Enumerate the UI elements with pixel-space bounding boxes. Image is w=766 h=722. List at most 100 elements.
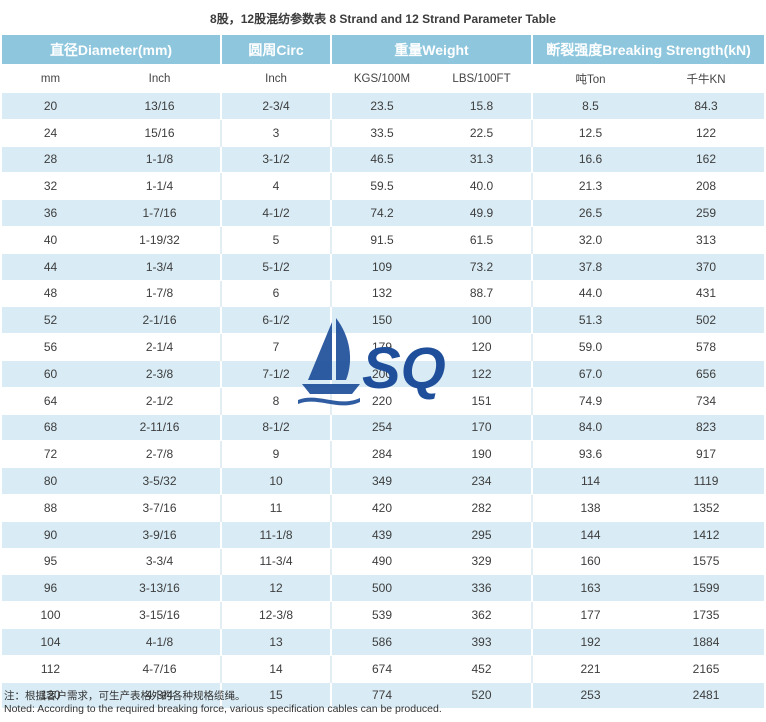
cell-weight-kgs: 33.5 xyxy=(331,118,433,147)
cell-weight-lbs: 61.5 xyxy=(432,225,534,254)
table-row: 24 15/16 3 33.5 22.5 12.5 122 xyxy=(2,118,765,147)
cell-circ-inch: 8-1/2 xyxy=(221,413,333,441)
cell-weight-lbs: 234 xyxy=(432,467,534,495)
cell-diameter-mm: 95 xyxy=(2,547,99,575)
table-row: 28 1-1/8 3-1/2 46.5 31.3 16.6 162 xyxy=(2,145,765,173)
cell-weight-kgs: 91.5 xyxy=(331,225,433,254)
cell-weight-kgs: 150 xyxy=(331,306,433,334)
cell-breaking-ton: 44.0 xyxy=(532,279,649,307)
table-row: 90 3-9/16 11-1/8 439 295 144 1412 xyxy=(2,520,765,549)
cell-circ-inch: 14 xyxy=(221,654,333,683)
cell-breaking-ton: 32.0 xyxy=(532,225,649,254)
cell-weight-lbs: 73.2 xyxy=(432,252,534,281)
cell-breaking-ton: 163 xyxy=(532,574,649,602)
cell-diameter-mm: 36 xyxy=(2,199,99,227)
cell-circ-inch: 5-1/2 xyxy=(221,252,333,281)
cell-breaking-kn: 2481 xyxy=(648,681,765,709)
cell-diameter-inch: 1-19/32 xyxy=(99,225,223,254)
cell-breaking-kn: 1599 xyxy=(648,574,765,602)
cell-weight-lbs: 22.5 xyxy=(432,118,534,147)
cell-circ-inch: 6-1/2 xyxy=(221,306,333,334)
cell-weight-kgs: 23.5 xyxy=(331,92,433,120)
cell-diameter-mm: 90 xyxy=(2,520,99,549)
cell-breaking-ton: 37.8 xyxy=(532,252,649,281)
cell-diameter-inch: 2-1/16 xyxy=(99,306,223,334)
cell-diameter-mm: 88 xyxy=(2,493,99,522)
cell-weight-kgs: 46.5 xyxy=(331,145,433,173)
cell-breaking-kn: 1575 xyxy=(648,547,765,575)
cell-weight-lbs: 520 xyxy=(432,681,534,709)
table-row: 112 4-7/16 14 674 452 221 2165 xyxy=(2,654,765,683)
cell-circ-inch: 6 xyxy=(221,279,333,307)
cell-weight-kgs: 439 xyxy=(331,520,433,549)
cell-diameter-mm: 48 xyxy=(2,279,99,307)
cell-weight-lbs: 100 xyxy=(432,306,534,334)
table-row: 104 4-1/8 13 586 393 192 1884 xyxy=(2,627,765,656)
cell-diameter-inch: 2-11/16 xyxy=(99,413,223,441)
cell-circ-inch: 7 xyxy=(221,333,333,361)
cell-breaking-ton: 253 xyxy=(532,681,649,709)
cell-weight-kgs: 59.5 xyxy=(331,172,433,200)
cell-diameter-inch: 2-7/8 xyxy=(99,440,223,468)
cell-weight-lbs: 282 xyxy=(432,493,534,522)
cell-breaking-kn: 1352 xyxy=(648,493,765,522)
cell-breaking-ton: 177 xyxy=(532,601,649,629)
cell-circ-inch: 12 xyxy=(221,574,333,602)
unit-circ-inch: Inch xyxy=(221,64,333,93)
cell-weight-lbs: 49.9 xyxy=(432,199,534,227)
cell-diameter-mm: 60 xyxy=(2,359,99,388)
cell-weight-lbs: 15.8 xyxy=(432,92,534,120)
table-row: 44 1-3/4 5-1/2 109 73.2 37.8 370 xyxy=(2,252,765,281)
unit-lbs: LBS/100FT xyxy=(432,64,534,93)
table-row: 100 3-15/16 12-3/8 539 362 177 1735 xyxy=(2,601,765,629)
cell-breaking-ton: 192 xyxy=(532,627,649,656)
circ-header: 圆周Circ xyxy=(221,35,333,65)
cell-breaking-ton: 67.0 xyxy=(532,359,649,388)
cell-circ-inch: 13 xyxy=(221,627,333,656)
cell-weight-kgs: 132 xyxy=(331,279,433,307)
cell-breaking-ton: 51.3 xyxy=(532,306,649,334)
cell-diameter-inch: 15/16 xyxy=(99,118,223,147)
cell-breaking-kn: 1735 xyxy=(648,601,765,629)
cell-weight-lbs: 122 xyxy=(432,359,534,388)
cell-circ-inch: 11 xyxy=(221,493,333,522)
cell-diameter-inch: 2-1/4 xyxy=(99,333,223,361)
table-row: 120 4-3/4 15 774 520 253 2481 xyxy=(2,681,765,709)
cell-circ-inch: 3-1/2 xyxy=(221,145,333,173)
cell-breaking-kn: 2165 xyxy=(648,654,765,683)
cell-weight-lbs: 452 xyxy=(432,654,534,683)
cell-diameter-mm: 40 xyxy=(2,225,99,254)
cell-circ-inch: 8 xyxy=(221,386,333,415)
cell-circ-inch: 2-3/4 xyxy=(221,92,333,120)
cell-circ-inch: 12-3/8 xyxy=(221,601,333,629)
table-row: 32 1-1/4 4 59.5 40.0 21.3 208 xyxy=(2,172,765,200)
table-row: 20 13/16 2-3/4 23.5 15.8 8.5 84.3 xyxy=(2,92,765,120)
cell-weight-kgs: 220 xyxy=(331,386,433,415)
cell-breaking-kn: 84.3 xyxy=(648,92,765,120)
cell-diameter-mm: 120 xyxy=(2,681,99,709)
cell-diameter-inch: 1-1/8 xyxy=(99,145,223,173)
cell-circ-inch: 15 xyxy=(221,681,333,709)
cell-weight-lbs: 295 xyxy=(432,520,534,549)
cell-diameter-inch: 3-7/16 xyxy=(99,493,223,522)
cell-weight-kgs: 490 xyxy=(331,547,433,575)
cell-breaking-ton: 144 xyxy=(532,520,649,549)
cell-breaking-ton: 160 xyxy=(532,547,649,575)
cell-diameter-mm: 32 xyxy=(2,172,99,200)
cell-weight-lbs: 190 xyxy=(432,440,534,468)
cell-diameter-inch: 4-3/4 xyxy=(99,681,223,709)
cell-circ-inch: 4 xyxy=(221,172,333,200)
cell-weight-lbs: 362 xyxy=(432,601,534,629)
table-row: 96 3-13/16 12 500 336 163 1599 xyxy=(2,574,765,602)
cell-breaking-kn: 370 xyxy=(648,252,765,281)
cell-breaking-kn: 1884 xyxy=(648,627,765,656)
cell-weight-lbs: 31.3 xyxy=(432,145,534,173)
cell-circ-inch: 5 xyxy=(221,225,333,254)
cell-breaking-ton: 74.9 xyxy=(532,386,649,415)
cell-diameter-mm: 112 xyxy=(2,654,99,683)
cell-circ-inch: 3 xyxy=(221,118,333,147)
page-title: 8股，12股混纺参数表 8 Strand and 12 Strand Param… xyxy=(210,12,556,26)
cell-circ-inch: 10 xyxy=(221,467,333,495)
table-row: 48 1-7/8 6 132 88.7 44.0 431 xyxy=(2,279,765,307)
cell-diameter-inch: 3-13/16 xyxy=(99,574,223,602)
